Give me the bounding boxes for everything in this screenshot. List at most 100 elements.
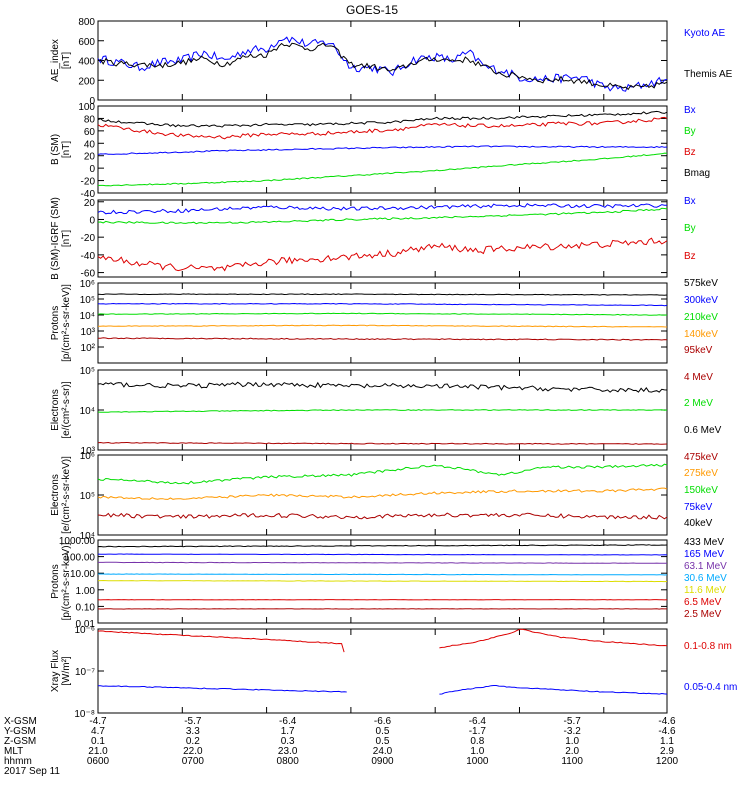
legend-by: By (684, 223, 696, 234)
series-line-210kev (97, 312, 668, 316)
y-axis-label: [nT] (61, 230, 72, 247)
x-column-value: 1200 (656, 756, 679, 767)
y-tick-label: 600 (78, 37, 95, 48)
y-tick-label: 0 (89, 215, 95, 226)
legend-30-6-mev: 30.6 MeV (684, 573, 727, 584)
panel-8: 10⁻⁸ 10⁻⁷ 10⁻⁶ Xray Flux [W/m²] 0.1-0.8 nm 0.0… (50, 625, 737, 720)
legend-0-6-mev: 0.6 MeV (684, 425, 722, 436)
series-line-by (97, 207, 668, 225)
legend-475kev: 475keV (684, 452, 718, 463)
x-column-value: -4.7 (89, 716, 107, 727)
legend-2-5-mev: 2.5 MeV (684, 609, 722, 620)
y-tick-label: 40 (84, 139, 96, 150)
y-axis-label: [e/(cm²-s-sr)] (61, 381, 72, 438)
x-column-value: -6.4 (469, 716, 487, 727)
panel-frame (97, 454, 668, 536)
legend-6-5-mev: 6.5 MeV (684, 597, 722, 608)
y-axis-label: Electrons (50, 389, 61, 431)
x-column-value: 24.0 (373, 746, 393, 757)
legend-11-6-mev: 11.6 MeV (684, 585, 726, 596)
x-column-value: 1.1 (660, 736, 674, 747)
series-line-275kev (97, 487, 668, 500)
legend-0-05-0-4-nm: 0.05-0.4 nm (684, 682, 737, 693)
legend-themis-ae: Themis AE (684, 69, 733, 80)
x-column-value: 2.0 (565, 746, 579, 757)
y-tick-label: 100.00 (64, 553, 95, 564)
y-axis-label: Xray Flux (50, 650, 61, 692)
legend-bz: Bz (684, 251, 696, 262)
y-axis-label: [e/(cm²-s-sr-keV)] (61, 456, 72, 534)
y-tick-label: 0 (89, 164, 95, 175)
x-column-value: 22.0 (183, 746, 203, 757)
y-tick-label: 400 (78, 57, 95, 68)
y-tick-label: 10⁵ (80, 295, 95, 306)
y-tick-label: 10⁵ (80, 366, 95, 377)
x-row-label: 2017 Sep 11 (4, 766, 60, 777)
legend-275kev: 275keV (684, 468, 718, 479)
series-line-0-05-0-4-nm (97, 685, 347, 693)
series-line-140kev (98, 324, 668, 328)
x-column-value: 1000 (466, 756, 489, 767)
panel-frame (97, 105, 668, 194)
series-line-bz (97, 116, 668, 140)
x-column-value: 21.0 (88, 746, 108, 757)
series-line-0-1-0-8-nm (97, 630, 345, 653)
y-tick-label: 80 (84, 114, 96, 125)
y-tick-label: 10⁻⁶ (74, 625, 95, 636)
x-column-value: 0.5 (376, 726, 390, 737)
legend-kyoto-ae: Kyoto AE (684, 28, 725, 39)
y-tick-label: 10⁴ (80, 531, 95, 542)
series-line-11-6-mev (97, 579, 668, 583)
panel-5: 10³ 10⁴ 10⁵ Electrons [e/(cm²-s-sr)] 4 MeV 2 M… (50, 366, 722, 457)
series-line-475kev (97, 512, 668, 520)
series-line-4-mev (97, 441, 668, 445)
legend-0-1-0-8-nm: 0.1-0.8 nm (684, 641, 732, 652)
series-line-150kev (97, 463, 668, 485)
y-tick-label: 60 (84, 127, 96, 138)
legend-bz: Bz (684, 147, 696, 158)
legend-165-mev: 165 MeV (684, 549, 724, 560)
x-column-value: 1100 (561, 756, 583, 767)
x-column-value: -4.6 (658, 726, 676, 737)
x-column-value: -5.7 (564, 716, 582, 727)
x-column-value: -6.4 (279, 716, 297, 727)
x-column-value: 0600 (87, 756, 110, 767)
legend-40kev: 40keV (684, 518, 713, 529)
series-line-63-1-mev (98, 561, 667, 564)
series-line-0-1-0-8-nm (439, 628, 668, 649)
x-column-value: 23.0 (278, 746, 298, 757)
series-line-300kev (97, 302, 668, 307)
y-tick-label: 10² (81, 343, 96, 354)
y-axis-label: B (SM) (50, 134, 61, 165)
x-column-value: -6.6 (374, 716, 392, 727)
series-line-themis-ae (97, 42, 668, 91)
legend-bx: Bx (684, 196, 696, 207)
panel-frame (97, 282, 668, 364)
series-line-30-6-mev (98, 573, 668, 576)
y-tick-label: 10³ (81, 446, 96, 457)
legend-300kev: 300keV (684, 295, 718, 306)
y-tick-label: -20 (81, 177, 96, 188)
y-tick-label: 10⁻⁷ (75, 667, 95, 678)
y-tick-label: 10³ (81, 327, 96, 338)
panel-4: 10² 10³ 10⁴ 10⁵ 10⁶ Protons [p/(cm²-s-sr-keV)]… (50, 278, 718, 364)
y-axis-label: [nT] (61, 52, 72, 69)
y-tick-label: 20 (84, 198, 96, 209)
x-row-label: hhmm (4, 756, 32, 767)
legend-bmag: Bmag (684, 168, 710, 179)
y-tick-label: 10⁵ (80, 491, 95, 502)
x-column-value: 1.0 (565, 736, 579, 747)
y-axis-label: [p/(cm²-s-sr-keV)] (61, 542, 72, 620)
series-line-165-mev (97, 553, 668, 556)
y-tick-label: 0.01 (76, 619, 96, 630)
legend-4-mev: 4 MeV (684, 372, 713, 383)
y-tick-label: 20 (84, 152, 96, 163)
series-line-bmag (97, 110, 668, 128)
x-column-value: 1.7 (281, 726, 295, 737)
x-column-value: -3.2 (564, 726, 582, 737)
legend-95kev: 95keV (684, 345, 713, 356)
x-column-value: 0800 (277, 756, 300, 767)
